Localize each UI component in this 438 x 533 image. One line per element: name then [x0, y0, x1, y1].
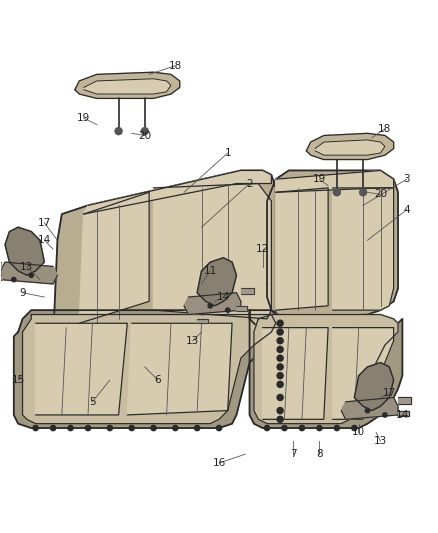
Polygon shape — [84, 79, 171, 94]
Polygon shape — [84, 171, 272, 214]
Polygon shape — [1, 262, 57, 284]
Text: 5: 5 — [89, 397, 95, 407]
Text: 6: 6 — [155, 375, 161, 385]
Circle shape — [216, 425, 222, 431]
Circle shape — [141, 128, 148, 135]
Polygon shape — [267, 171, 398, 319]
Polygon shape — [0, 262, 1, 269]
Polygon shape — [276, 171, 394, 192]
Circle shape — [277, 364, 283, 370]
Text: 19: 19 — [313, 174, 326, 184]
Circle shape — [226, 308, 230, 312]
Circle shape — [277, 394, 283, 400]
Polygon shape — [254, 314, 398, 424]
Text: 10: 10 — [352, 427, 365, 438]
Polygon shape — [127, 323, 232, 415]
Circle shape — [282, 425, 287, 431]
Text: 1: 1 — [224, 148, 231, 158]
Polygon shape — [398, 398, 411, 404]
Text: 14: 14 — [217, 292, 230, 302]
Polygon shape — [53, 171, 276, 341]
Text: 3: 3 — [403, 174, 410, 184]
Text: 4: 4 — [403, 205, 410, 215]
Text: 19: 19 — [77, 113, 90, 123]
Polygon shape — [263, 328, 328, 419]
Polygon shape — [184, 293, 241, 314]
Polygon shape — [197, 319, 208, 323]
Circle shape — [360, 189, 367, 196]
Text: 13: 13 — [186, 336, 199, 346]
Text: 20: 20 — [374, 189, 387, 199]
Polygon shape — [79, 192, 149, 323]
Circle shape — [277, 373, 283, 379]
Circle shape — [194, 425, 200, 431]
Circle shape — [107, 425, 113, 431]
Circle shape — [277, 329, 283, 335]
Circle shape — [33, 425, 38, 431]
Polygon shape — [276, 188, 328, 310]
Text: 13: 13 — [20, 262, 34, 271]
Text: 7: 7 — [290, 449, 297, 459]
Polygon shape — [315, 140, 385, 155]
Circle shape — [277, 320, 283, 326]
Text: 9: 9 — [19, 288, 26, 298]
Circle shape — [352, 425, 357, 431]
Text: 18: 18 — [169, 61, 182, 71]
Polygon shape — [398, 410, 409, 416]
Circle shape — [365, 408, 370, 413]
Text: 2: 2 — [246, 179, 253, 189]
Circle shape — [50, 425, 56, 431]
Circle shape — [265, 425, 270, 431]
Circle shape — [151, 425, 156, 431]
Text: 14: 14 — [396, 410, 409, 420]
Polygon shape — [354, 362, 394, 410]
Circle shape — [68, 425, 73, 431]
Text: 8: 8 — [316, 449, 323, 459]
Circle shape — [208, 304, 212, 308]
Text: 18: 18 — [378, 124, 392, 134]
Text: 13: 13 — [374, 436, 387, 446]
Polygon shape — [332, 328, 394, 419]
Polygon shape — [332, 188, 394, 310]
Polygon shape — [241, 288, 254, 294]
Polygon shape — [250, 310, 403, 428]
Polygon shape — [22, 314, 276, 424]
Circle shape — [333, 189, 340, 196]
Polygon shape — [35, 323, 127, 415]
Circle shape — [383, 413, 387, 417]
Text: 17: 17 — [38, 218, 51, 228]
Circle shape — [277, 338, 283, 344]
Circle shape — [115, 128, 122, 135]
Text: 17: 17 — [383, 388, 396, 398]
Polygon shape — [14, 310, 280, 428]
Circle shape — [277, 408, 283, 414]
Circle shape — [85, 425, 91, 431]
Polygon shape — [5, 227, 44, 275]
Circle shape — [317, 425, 322, 431]
Text: 14: 14 — [38, 235, 51, 245]
Circle shape — [299, 425, 304, 431]
Polygon shape — [306, 133, 394, 159]
Circle shape — [12, 277, 16, 282]
Polygon shape — [341, 398, 398, 419]
Circle shape — [334, 425, 339, 431]
Text: 11: 11 — [204, 266, 217, 276]
Circle shape — [29, 273, 33, 277]
Circle shape — [173, 425, 178, 431]
Circle shape — [277, 346, 283, 352]
Polygon shape — [0, 275, 1, 280]
Polygon shape — [197, 258, 237, 306]
Text: 12: 12 — [256, 244, 269, 254]
Circle shape — [277, 355, 283, 361]
Text: 15: 15 — [11, 375, 25, 385]
Text: 16: 16 — [212, 458, 226, 468]
Polygon shape — [153, 183, 272, 319]
Polygon shape — [75, 72, 180, 99]
Polygon shape — [237, 306, 247, 311]
Circle shape — [277, 416, 283, 422]
Text: 20: 20 — [138, 131, 152, 141]
Circle shape — [277, 381, 283, 387]
Circle shape — [129, 425, 134, 431]
